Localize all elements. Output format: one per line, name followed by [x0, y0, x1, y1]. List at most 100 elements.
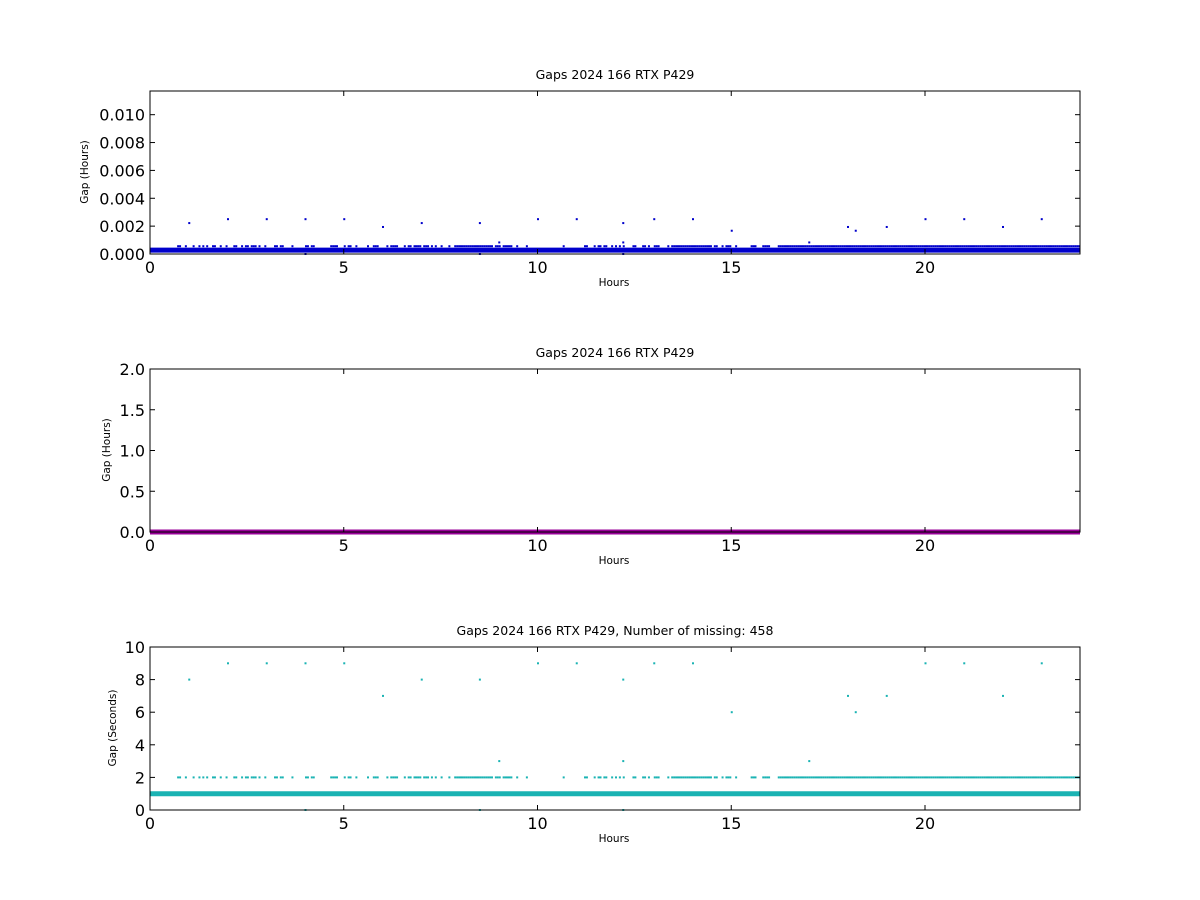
panel-bottom-secondary-point [1045, 776, 1048, 779]
panel-bottom-point [808, 760, 811, 763]
panel-bottom-secondary-point [992, 776, 995, 779]
panel-bottom-secondary-point [525, 776, 528, 779]
panel-top-secondary-point [274, 245, 276, 248]
panel-top-secondary-point [845, 245, 848, 248]
panel-bottom-secondary-point [653, 776, 656, 779]
panel-bottom-secondary-point [473, 776, 476, 779]
panel-top-ytick-label: 0.002 [99, 217, 145, 236]
panel-top-secondary-point [330, 245, 333, 248]
panel-bottom-secondary-point [810, 776, 813, 779]
panel-top-secondary-point [246, 245, 249, 248]
panel-top-secondary-point [878, 245, 881, 248]
panel-middle-frame [149, 368, 1081, 533]
panel-bottom-point [622, 760, 625, 763]
panel-bottom-secondary-point [479, 776, 482, 779]
panel-top-point [622, 241, 625, 244]
panel-top-secondary-point [258, 245, 261, 248]
panel-bottom-secondary-point [818, 776, 821, 779]
panel-bottom-secondary-point [491, 776, 493, 779]
panel-middle-ytick-label: 1.5 [120, 401, 145, 420]
panel-bottom-secondary-point [702, 776, 705, 779]
panel-top-secondary-point [1021, 245, 1024, 248]
panel-top-secondary-point [851, 245, 854, 248]
panel-top-secondary-point [952, 245, 955, 248]
panel-bottom-secondary-point [206, 776, 209, 779]
panel-bottom-secondary-point [1021, 776, 1024, 779]
panel-top-secondary-point [973, 245, 976, 248]
panel-bottom-secondary-point [729, 776, 732, 779]
panel-top-secondary-point [1035, 245, 1038, 248]
panel-top-secondary-point [1074, 245, 1077, 248]
panel-top-secondary-point [841, 245, 844, 248]
panel-top-secondary-point [603, 245, 606, 248]
panel-top-secondary-point [485, 245, 488, 248]
panel-top-secondary-point [888, 245, 891, 248]
panel-bottom-secondary-point [349, 776, 352, 779]
panel-bottom-secondary-point [957, 776, 960, 779]
panel-bottom-secondary-point [644, 776, 647, 779]
panel-top-secondary-point [820, 245, 823, 248]
panel-top-secondary-point [797, 245, 800, 248]
panel-bottom-secondary-point [471, 776, 474, 779]
panel-top-secondary-point [965, 245, 968, 248]
panel-top-secondary-point [826, 245, 829, 248]
panel-bottom-secondary-point [423, 776, 426, 779]
panel-bottom-secondary-point [461, 776, 464, 779]
panel-bottom-secondary-point [853, 776, 856, 779]
panel-bottom-point [692, 662, 694, 665]
panel-top-secondary-point [1043, 245, 1046, 248]
panel-bottom-secondary-point [434, 776, 437, 779]
panel-bottom-secondary-point [768, 776, 771, 779]
panel-bottom-secondary-point [682, 776, 685, 779]
panel-bottom-secondary-point [427, 776, 430, 779]
panel-top-secondary-point [1066, 245, 1069, 248]
panel-top-point [847, 225, 849, 228]
panel-top-secondary-point [498, 245, 501, 248]
panel-bottom-secondary-point [458, 776, 461, 779]
panel-top-secondary-point [917, 245, 920, 248]
panel-bottom-point [1002, 694, 1004, 697]
panel-top-secondary-point [347, 245, 350, 248]
panel-top-secondary-point [987, 245, 989, 248]
panel-bottom-secondary-point [961, 776, 964, 779]
panel-bottom-secondary-point [977, 776, 980, 779]
panel-top-secondary-point [372, 245, 375, 248]
panel-bottom-secondary-point [934, 776, 937, 779]
panel-top-secondary-point [781, 245, 784, 248]
panel-top-secondary-points [177, 245, 1081, 248]
panel-bottom-point [188, 678, 191, 681]
panel-top-secondary-point [192, 245, 195, 248]
panel-bottom-secondary-point [839, 776, 842, 779]
panel-bottom-secondary-point [1072, 776, 1075, 779]
panel-top-secondary-point [990, 245, 993, 248]
panel-top-secondary-point [430, 245, 433, 248]
panel-bottom-secondary-point [274, 776, 276, 779]
panel-bottom-point [885, 694, 888, 697]
panel-bottom-secondary-point [655, 776, 658, 779]
panel-bottom-secondary-point [671, 776, 674, 779]
panel-bottom-secondary-point [264, 776, 267, 779]
panel-top-secondary-point [925, 245, 927, 248]
panel-bottom-secondary-point [1041, 776, 1044, 779]
panel-bottom-secondary-point [246, 776, 249, 779]
panel-bottom-frame [149, 646, 1081, 811]
panel-bottom-secondary-point [926, 776, 929, 779]
panel-top-secondary-point [479, 245, 482, 248]
panel-bottom-secondary-point [752, 776, 755, 779]
panel-top-secondary-point [961, 245, 964, 248]
panel-bottom-secondary-point [642, 776, 645, 779]
panel-top-secondary-point [729, 245, 732, 248]
panel-top-secondary-point [456, 245, 459, 248]
panel-bottom-secondary-point [463, 776, 466, 779]
panel-top-secondary-point [644, 245, 647, 248]
panel-bottom-secondary-point [1023, 776, 1026, 779]
panel-top-secondary-point [219, 245, 222, 248]
panel-bottom-xlabel: Hours [599, 833, 630, 845]
panel-bottom-ytick-label: 10 [125, 638, 145, 657]
panel-bottom-secondary-point [306, 776, 309, 779]
panel-bottom-secondary-point [279, 776, 282, 779]
panel-bottom-secondary-point [861, 776, 864, 779]
panel-top-xtick-label: 15 [721, 258, 741, 277]
panel-top-secondary-point [839, 245, 842, 248]
panel-top-secondary-point [458, 245, 461, 248]
